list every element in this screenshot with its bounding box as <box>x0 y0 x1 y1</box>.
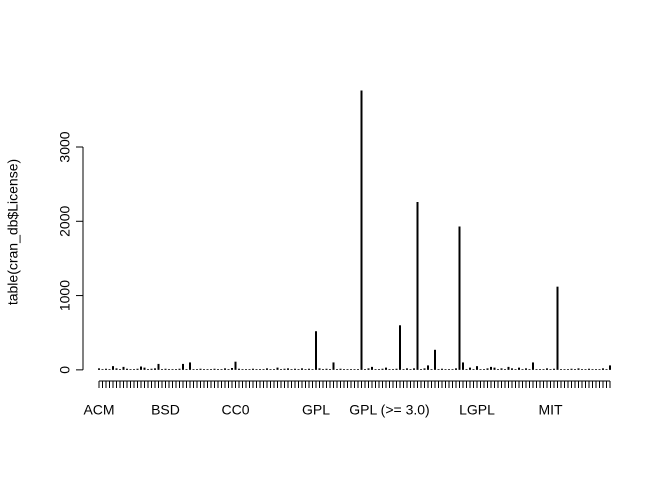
y-tick-label: 2000 <box>57 206 73 237</box>
x-tick-label: MIT <box>538 402 563 418</box>
x-tick-label: LGPL <box>459 402 495 418</box>
y-tick-label: 0 <box>57 366 73 374</box>
x-tick-label: GPL <box>302 402 330 418</box>
y-tick-label: 3000 <box>57 131 73 162</box>
y-tick-label: 1000 <box>57 280 73 311</box>
y-axis-label: table(cran_db$License) <box>5 159 21 305</box>
x-tick-label: BSD <box>151 402 180 418</box>
x-tick-label: CC0 <box>221 402 249 418</box>
x-tick-label: GPL (>= 3.0) <box>349 402 429 418</box>
x-tick-label: ACM <box>83 402 114 418</box>
